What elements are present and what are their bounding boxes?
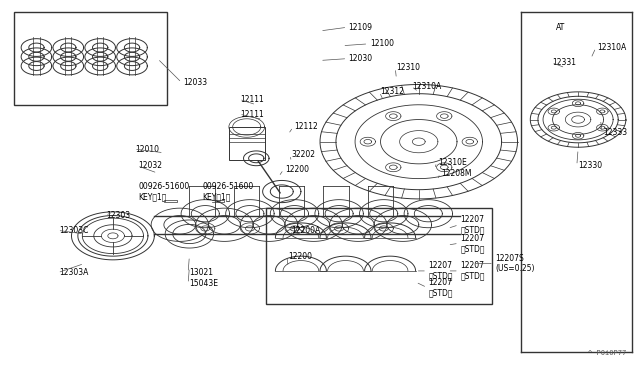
Text: 12010: 12010 bbox=[135, 145, 159, 154]
Text: AT: AT bbox=[556, 23, 565, 32]
Text: 12310A: 12310A bbox=[412, 82, 442, 91]
Text: 12303: 12303 bbox=[106, 211, 131, 220]
Text: 15043E: 15043E bbox=[189, 279, 218, 288]
Text: 12207
（STD）: 12207 （STD） bbox=[428, 261, 453, 280]
Text: 12303C: 12303C bbox=[59, 226, 88, 235]
Text: 12200A: 12200A bbox=[291, 226, 321, 235]
Text: 12111: 12111 bbox=[241, 95, 264, 104]
Text: 12310A: 12310A bbox=[597, 43, 627, 52]
Bar bbox=[266, 208, 492, 304]
Bar bbox=[14, 13, 167, 105]
Text: 12030: 12030 bbox=[349, 54, 372, 63]
Text: 12111: 12111 bbox=[241, 109, 264, 119]
Text: 12033: 12033 bbox=[183, 78, 207, 87]
Text: 12109: 12109 bbox=[349, 23, 372, 32]
Text: 12112: 12112 bbox=[294, 122, 318, 131]
Text: ^ P0i0P77: ^ P0i0P77 bbox=[588, 350, 626, 356]
Text: 12207
（STD）: 12207 （STD） bbox=[460, 261, 484, 280]
Text: 12303A: 12303A bbox=[59, 268, 88, 277]
Text: 12310: 12310 bbox=[396, 63, 420, 72]
Text: 00926-51600
KEY（1）: 00926-51600 KEY（1） bbox=[202, 182, 253, 201]
Text: 13021: 13021 bbox=[189, 268, 213, 277]
Text: 12333: 12333 bbox=[604, 128, 628, 137]
Text: 12200: 12200 bbox=[288, 251, 312, 261]
Text: 12208M: 12208M bbox=[441, 169, 472, 177]
Text: 12207
（STD）: 12207 （STD） bbox=[428, 278, 453, 297]
Text: 12032: 12032 bbox=[138, 161, 163, 170]
Text: 32202: 32202 bbox=[291, 150, 316, 159]
Text: 12100: 12100 bbox=[370, 39, 394, 48]
Bar bbox=[229, 127, 264, 160]
Text: 12310E: 12310E bbox=[438, 157, 467, 167]
Text: 12331: 12331 bbox=[552, 58, 577, 67]
Text: 00926-51600
KEY（1）: 00926-51600 KEY（1） bbox=[138, 182, 189, 201]
Text: 12207S
(US=0.25): 12207S (US=0.25) bbox=[495, 254, 535, 273]
Text: 12330: 12330 bbox=[578, 161, 602, 170]
Text: 12207
（STD）: 12207 （STD） bbox=[460, 215, 484, 234]
Text: 12207
（STD）: 12207 （STD） bbox=[460, 234, 484, 253]
Text: 12312: 12312 bbox=[381, 87, 404, 96]
Text: 12200: 12200 bbox=[285, 165, 309, 174]
